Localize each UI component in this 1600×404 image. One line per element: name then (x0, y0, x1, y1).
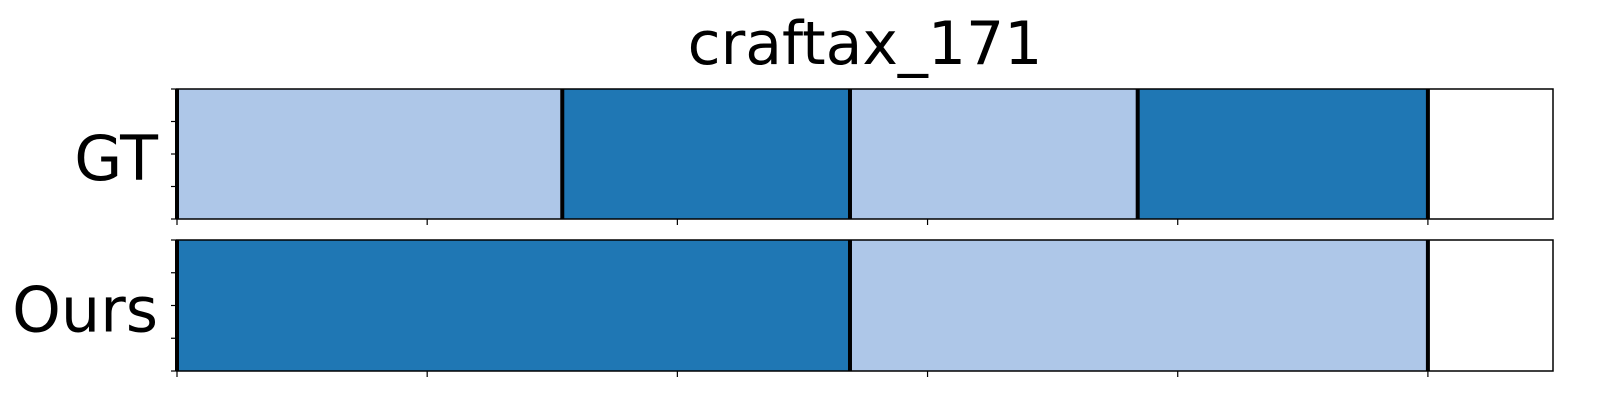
segment-gt-2 (849, 89, 1138, 219)
row-label-gt: GT (74, 122, 159, 195)
segment-gt-0 (177, 89, 563, 219)
segment-ours-1 (849, 240, 1428, 371)
segment-gt-3 (1137, 89, 1428, 219)
row-label-ours: Ours (12, 274, 158, 347)
segment-gt-1 (562, 89, 850, 219)
chart-title: craftax_171 (688, 9, 1043, 79)
segment-ours-0 (177, 240, 850, 371)
